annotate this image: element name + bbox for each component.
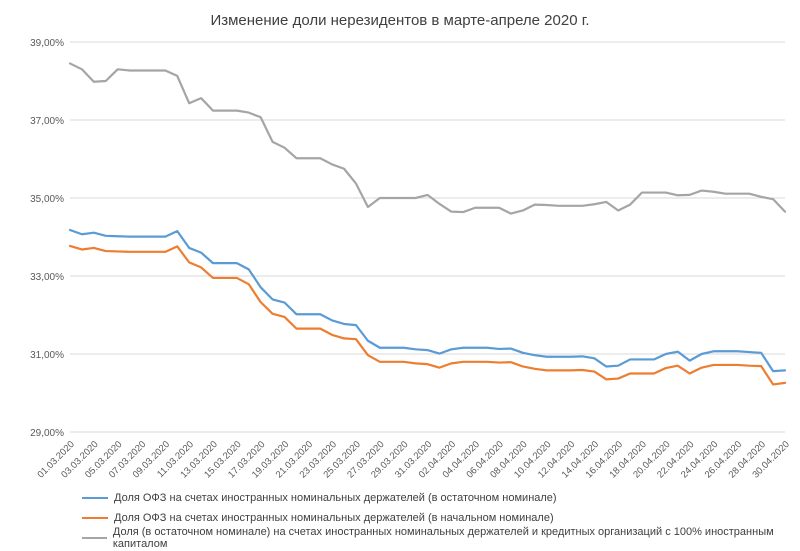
legend-item-series-3: Доля (в остаточном номинале) на счетах и… [82, 526, 800, 550]
y-tick-label: 35,00% [30, 194, 64, 205]
y-tick-label: 37,00% [30, 116, 64, 127]
y-tick-label: 31,00% [30, 350, 64, 361]
legend-label-series-2: Доля ОФЗ на счетах иностранных номинальн… [114, 512, 554, 524]
legend-item-series-1: Доля ОФЗ на счетах иностранных номинальн… [82, 488, 800, 508]
series-line-2 [68, 244, 787, 386]
line-chart: 29,00%31,00%33,00%35,00%37,00%39,00%01.0… [30, 38, 792, 480]
series-line-1 [68, 228, 787, 373]
legend-label-series-1: Доля ОФЗ на счетах иностранных номинальн… [114, 492, 557, 504]
legend: Доля ОФЗ на счетах иностранных номинальн… [82, 488, 800, 550]
legend-label-series-3: Доля (в остаточном номинале) на счетах и… [112, 526, 774, 550]
legend-swatch-series-2 [82, 517, 108, 519]
y-tick-label: 29,00% [30, 428, 64, 439]
legend-item-series-2: Доля ОФЗ на счетах иностранных номинальн… [82, 508, 800, 528]
y-tick-label: 33,00% [30, 272, 64, 283]
y-tick-label: 39,00% [30, 38, 64, 49]
series-line-3 [68, 62, 787, 215]
chart-title: Изменение доли нерезидентов в марте-апре… [210, 12, 590, 29]
legend-swatch-series-3 [82, 537, 107, 539]
legend-swatch-series-1 [82, 497, 108, 499]
